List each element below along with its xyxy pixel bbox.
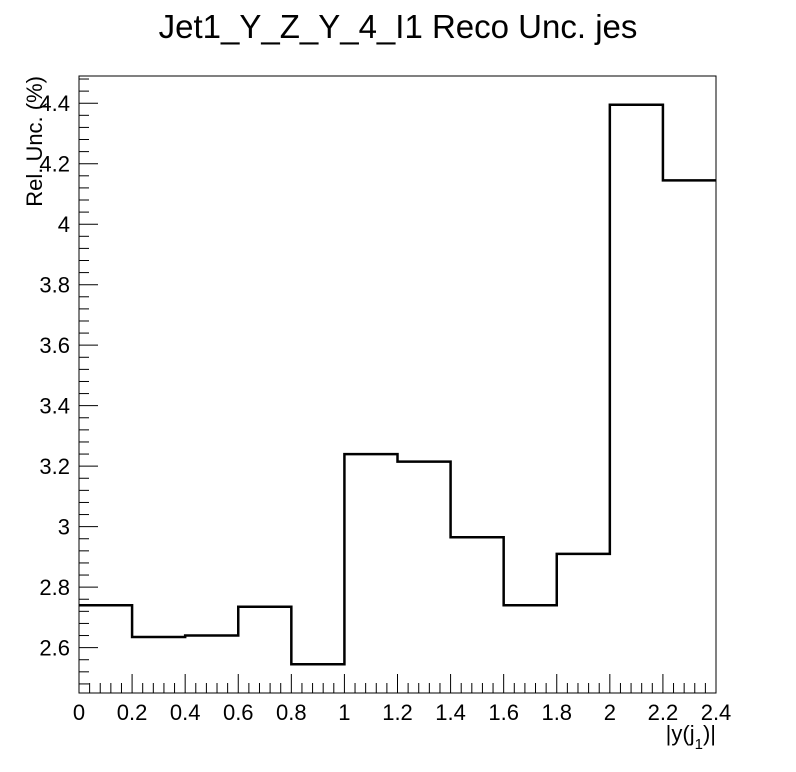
y-tick-label: 3 [58, 515, 70, 540]
histogram-bin [398, 462, 451, 693]
y-tick-label: 3.4 [39, 394, 70, 419]
x-tick-label: 1.8 [541, 700, 572, 725]
x-tick-label: 1.2 [382, 700, 413, 725]
y-tick-label: 4.4 [39, 91, 70, 116]
x-tick-label: 2.2 [648, 700, 679, 725]
y-tick-label: 4 [58, 212, 70, 237]
x-tick-label: 0.8 [276, 700, 307, 725]
x-axis-label-main: |y(j [666, 721, 695, 746]
y-tick-label: 2.8 [39, 575, 70, 600]
y-tick-labels: 2.6 2.8 3 3.2 3.4 3.6 3.8 4 4.2 4.4 [39, 91, 70, 660]
histogram-bin [344, 454, 397, 693]
histogram-bin [79, 605, 132, 693]
histogram-bin [238, 607, 291, 693]
x-tick-labels: 0 0.2 0.4 0.6 0.8 1 1.2 1.4 1.6 1.8 2 2.2 2.4 [73, 700, 731, 725]
chart-title: Jet1_Y_Z_Y_4_I1 Reco Unc. jes [159, 8, 638, 45]
x-tick-label: 2 [604, 700, 616, 725]
histogram-bin [504, 605, 557, 693]
x-tick-label: 0.6 [223, 700, 254, 725]
histogram-bin [610, 105, 663, 693]
histogram-step-line [79, 103, 716, 666]
histogram-bin [557, 554, 610, 693]
y-tick-label: 3.6 [39, 333, 70, 358]
histogram-bin [291, 664, 344, 693]
x-axis-label: |y(j1)| [666, 721, 716, 753]
axis-ticks [78, 78, 717, 693]
histogram-bins [79, 105, 716, 693]
histogram-bin [663, 180, 716, 693]
x-tick-label: 0.2 [117, 700, 148, 725]
x-tick-label: 1.4 [435, 700, 466, 725]
y-tick-label: 3.8 [39, 273, 70, 298]
x-axis-label-close: )| [703, 721, 716, 746]
x-tick-label: 0.4 [170, 700, 201, 725]
y-axis-label: Rel. Unc. (%) [22, 76, 47, 207]
y-tick-label: 2.6 [39, 636, 70, 661]
x-axis-label-subscript: 1 [695, 736, 703, 753]
histogram-bin [185, 636, 238, 693]
y-tick-label: 4.2 [39, 152, 70, 177]
x-tick-label: 2.4 [701, 700, 732, 725]
x-tick-label: 1.6 [488, 700, 519, 725]
histogram-bin [451, 537, 504, 693]
histogram-bin [132, 637, 185, 693]
x-tick-label: 1 [338, 700, 350, 725]
x-tick-label: 0 [73, 700, 85, 725]
y-tick-label: 3.2 [39, 454, 70, 479]
